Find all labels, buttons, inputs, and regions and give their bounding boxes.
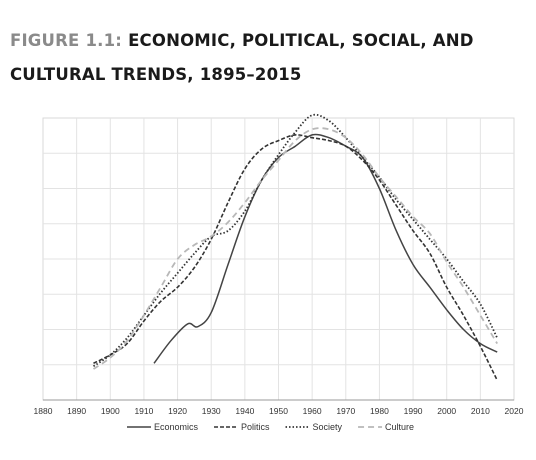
series-line-politics [93,134,498,381]
legend-label-politics: Politics [241,422,270,432]
legend-label-culture: Culture [385,422,414,432]
x-tick-label: 1940 [235,406,254,416]
x-tick-label: 2000 [437,406,456,416]
series-line-culture [92,127,498,370]
x-tick-label: 1960 [303,406,322,416]
x-tick-label: 2010 [471,406,490,416]
x-tick-label: 1920 [168,406,187,416]
figure-title: ECONOMIC, POLITICAL, SOCIAL, AND CULTURA… [10,31,474,84]
x-tick-label: 1880 [34,406,53,416]
x-tick-label: 1980 [370,406,389,416]
figure-number: FIGURE 1.1: [10,31,123,50]
figure-caption: FIGURE 1.1: ECONOMIC, POLITICAL, SOCIAL,… [10,24,530,92]
x-tick-label: 1900 [101,406,120,416]
x-tick-label: 2020 [505,406,524,416]
x-tick-label: 1950 [269,406,288,416]
x-tick-label: 1930 [202,406,221,416]
x-tick-label: 1990 [404,406,423,416]
legend-label-society: Society [313,422,343,432]
x-tick-label: 1910 [134,406,153,416]
legend-label-economics: Economics [154,422,199,432]
series-line-economics [153,133,498,364]
series-line-society [92,113,499,367]
x-tick-label: 1890 [67,406,86,416]
x-tick-label: 1970 [336,406,355,416]
